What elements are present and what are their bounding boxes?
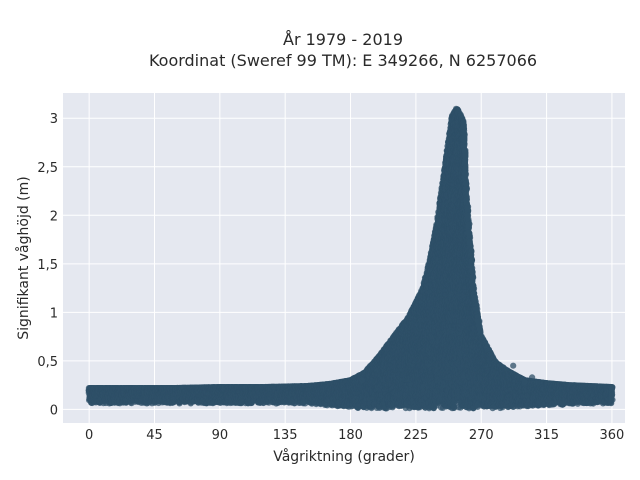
plot-area [63,93,625,423]
chart-title: År 1979 - 2019 [283,30,403,49]
chart-subtitle: Koordinat (Sweref 99 TM): E 349266, N 62… [149,51,537,70]
